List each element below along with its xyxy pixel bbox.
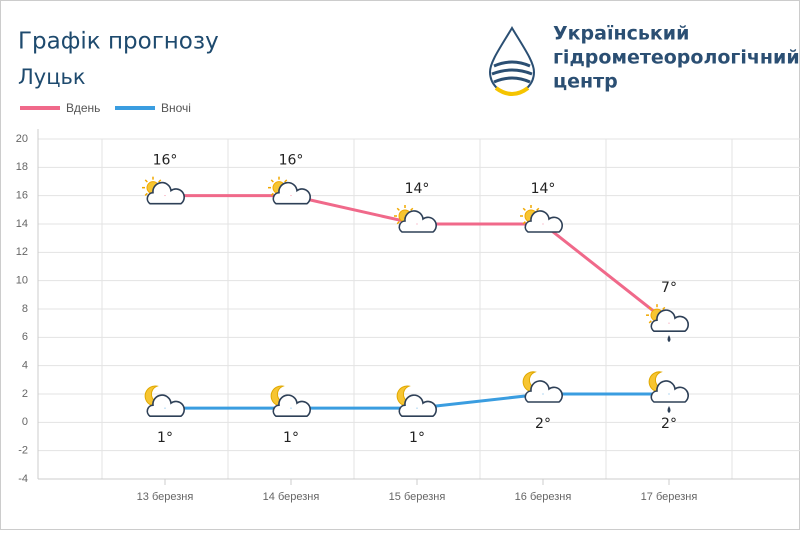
x-tick-label: 14 березня xyxy=(263,491,320,503)
sun-ray xyxy=(270,179,274,183)
y-tick-label: -4 xyxy=(18,473,28,485)
x-tick-label: 16 березня xyxy=(515,491,572,503)
cloud xyxy=(650,309,689,332)
data-label: 7° xyxy=(661,280,677,296)
data-label: 1° xyxy=(157,430,173,446)
y-tick-label: 6 xyxy=(22,331,28,343)
legend-label: Вдень xyxy=(66,101,100,115)
cloud xyxy=(398,210,437,233)
y-tick-label: 10 xyxy=(16,275,28,287)
y-tick-label: 2 xyxy=(22,388,28,400)
sun-ray xyxy=(648,320,652,324)
point xyxy=(290,407,292,409)
rain-drop xyxy=(667,406,671,413)
data-label: 16° xyxy=(279,153,304,169)
sun-ray xyxy=(144,192,148,196)
data-label: 14° xyxy=(531,181,556,197)
y-tick-label: 8 xyxy=(22,303,28,315)
cloud xyxy=(650,380,689,403)
cloud xyxy=(524,210,563,233)
sun-ray xyxy=(144,179,148,183)
chart-title: Графік прогнозу xyxy=(18,29,219,55)
data-label: 2° xyxy=(535,416,551,432)
y-tick-label: 14 xyxy=(16,218,28,230)
x-tick-label: 15 березня xyxy=(389,491,446,503)
data-label: 14° xyxy=(405,181,430,197)
cloud xyxy=(398,394,437,417)
y-tick-label: 20 xyxy=(16,133,28,145)
point xyxy=(416,407,418,409)
data-label: 1° xyxy=(409,430,425,446)
org-name: гідрометеорологічний xyxy=(553,47,800,69)
sun-ray xyxy=(410,207,414,211)
legend-label: Вночі xyxy=(161,101,191,115)
point xyxy=(164,407,166,409)
point xyxy=(668,322,670,324)
sun-ray xyxy=(396,221,400,225)
sun-ray xyxy=(396,207,400,211)
cloud xyxy=(272,394,311,417)
cloud xyxy=(146,394,185,417)
data-label: 1° xyxy=(283,430,299,446)
y-tick-label: 18 xyxy=(16,161,28,173)
sun-ray xyxy=(662,306,666,311)
cloud xyxy=(524,380,563,403)
sun-ray xyxy=(270,192,274,196)
logo: Український гідрометеорологічний центр xyxy=(488,23,800,96)
y-tick-label: 0 xyxy=(22,416,28,428)
point xyxy=(542,393,544,395)
org-name: центр xyxy=(553,71,618,93)
point xyxy=(668,393,670,395)
cloud xyxy=(272,181,311,205)
y-tick-label: -2 xyxy=(18,445,28,457)
sun-ray xyxy=(648,306,652,311)
x-tick-label: 17 березня xyxy=(641,491,698,503)
rain-drop xyxy=(667,335,671,343)
point xyxy=(164,195,166,197)
y-tick-label: 16 xyxy=(16,190,28,202)
point xyxy=(290,195,292,197)
cloud xyxy=(146,181,185,205)
sun-ray xyxy=(522,207,526,211)
chart-subtitle: Луцьк xyxy=(18,65,86,89)
y-tick-label: 12 xyxy=(16,246,28,258)
sun-ray xyxy=(536,207,540,211)
data-label: 16° xyxy=(153,153,178,169)
y-tick-label: 4 xyxy=(22,360,28,372)
sun-ray xyxy=(284,179,288,183)
x-tick-label: 13 березня xyxy=(137,491,194,503)
sun-ray xyxy=(522,221,526,225)
org-name: Український xyxy=(553,23,689,45)
point xyxy=(542,223,544,225)
data-label: 2° xyxy=(661,416,677,432)
sun-ray xyxy=(158,179,162,183)
point xyxy=(416,223,418,225)
